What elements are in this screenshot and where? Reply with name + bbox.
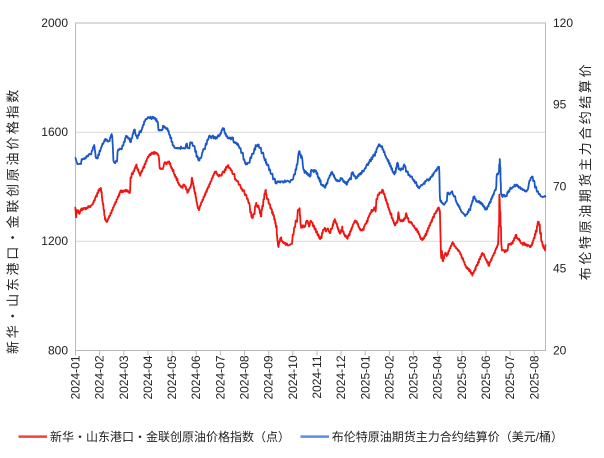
- svg-text:1600: 1600: [41, 125, 68, 139]
- svg-text:120: 120: [553, 16, 573, 30]
- svg-text:20: 20: [553, 343, 567, 357]
- svg-text:1200: 1200: [41, 234, 68, 248]
- svg-text:2025-03: 2025-03: [407, 355, 421, 399]
- svg-text:2024-08: 2024-08: [238, 355, 252, 399]
- svg-text:2024-09: 2024-09: [262, 355, 276, 399]
- svg-text:2024-06: 2024-06: [189, 355, 203, 399]
- svg-text:布伦特原油期货主力合约结算价: 布伦特原油期货主力合约结算价: [578, 62, 593, 280]
- svg-text:2025-08: 2025-08: [527, 355, 541, 399]
- svg-text:2000: 2000: [41, 16, 68, 30]
- svg-text:2024-07: 2024-07: [213, 355, 227, 399]
- svg-text:45: 45: [553, 261, 567, 275]
- svg-text:95: 95: [553, 98, 567, 112]
- svg-text:2024-11: 2024-11: [310, 355, 324, 398]
- svg-text:布伦特原油期货主力合约结算价（美元/桶）: 布伦特原油期货主力合约结算价（美元/桶）: [332, 429, 563, 444]
- svg-text:800: 800: [48, 343, 68, 357]
- svg-text:2025-01: 2025-01: [358, 355, 372, 399]
- svg-text:70: 70: [553, 180, 567, 194]
- svg-text:2024-03: 2024-03: [117, 355, 131, 399]
- svg-text:2025-05: 2025-05: [455, 355, 469, 399]
- svg-text:2025-02: 2025-02: [382, 355, 396, 399]
- svg-text:2024-05: 2024-05: [165, 355, 179, 399]
- svg-text:2024-02: 2024-02: [93, 355, 107, 399]
- svg-text:新华・山东港口・金联创原油价格指数: 新华・山东港口・金联创原油价格指数: [6, 87, 21, 354]
- svg-text:新华・山东港口・金联创原油价格指数（点）: 新华・山东港口・金联创原油价格指数（点）: [50, 429, 290, 444]
- svg-text:2025-06: 2025-06: [479, 355, 493, 399]
- svg-text:2024-10: 2024-10: [286, 355, 300, 399]
- svg-text:2024-12: 2024-12: [334, 355, 348, 399]
- svg-text:2024-04: 2024-04: [141, 355, 155, 399]
- svg-text:2025-07: 2025-07: [503, 355, 517, 399]
- svg-text:2025-04: 2025-04: [431, 355, 445, 399]
- svg-text:2024-01: 2024-01: [69, 355, 83, 399]
